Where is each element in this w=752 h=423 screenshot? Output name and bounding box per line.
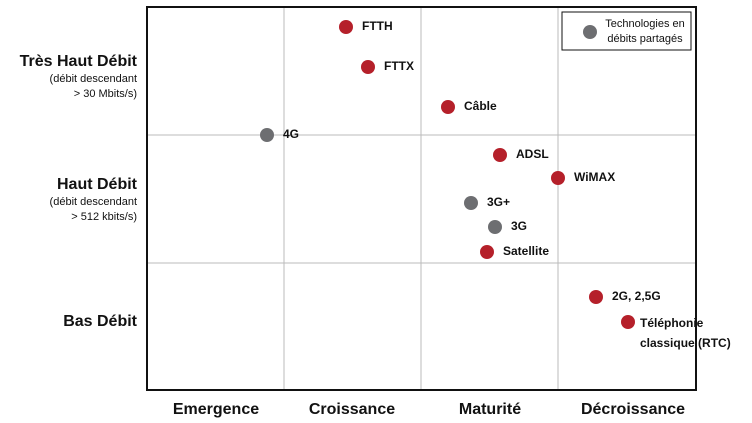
technology-label: ADSL — [516, 147, 549, 161]
row-label: Très Haut Débit — [20, 53, 138, 70]
grid — [147, 7, 696, 390]
technology-label: 4G — [283, 127, 299, 141]
row-note: (débit descendant — [50, 196, 137, 208]
technology-dot — [493, 148, 507, 162]
legend-label: débits partagés — [607, 33, 683, 45]
technology-label: FTTX — [384, 59, 414, 73]
technology-label: Câble — [464, 99, 497, 113]
technology-dot — [488, 220, 502, 234]
row-note: > 30 Mbits/s) — [74, 88, 137, 100]
row-label: Bas Débit — [63, 313, 137, 330]
technology-label: 3G — [511, 219, 527, 233]
row-label: Haut Débit — [57, 176, 138, 193]
column-label: Décroissance — [581, 401, 685, 418]
technology-dot — [551, 171, 565, 185]
technology-dot — [464, 196, 478, 210]
technology-label: FTTH — [362, 19, 393, 33]
column-label: Maturité — [459, 401, 521, 418]
frame — [146, 6, 697, 391]
technology-label: classique (RTC) — [640, 336, 731, 350]
legend-label: Technologies en — [605, 18, 685, 30]
technology-dot — [361, 60, 375, 74]
column-label: Croissance — [309, 401, 395, 418]
technology-dot — [339, 20, 353, 34]
technology-dot — [621, 315, 635, 329]
technology-label: Satellite — [503, 244, 549, 258]
technology-dot — [480, 245, 494, 259]
technology-label: Téléphonie — [640, 316, 704, 330]
technology-dot — [441, 100, 455, 114]
technology-label: 2G, 2,5G — [612, 289, 661, 303]
column-label: Emergence — [173, 401, 259, 418]
technology-dot — [260, 128, 274, 142]
technology-label: 3G+ — [487, 195, 510, 209]
row-note: (débit descendant — [50, 73, 137, 85]
technology-dot — [589, 290, 603, 304]
row-note: > 512 kbits/s) — [71, 211, 137, 223]
technology-label: WiMAX — [574, 170, 615, 184]
legend-dot — [583, 25, 597, 39]
